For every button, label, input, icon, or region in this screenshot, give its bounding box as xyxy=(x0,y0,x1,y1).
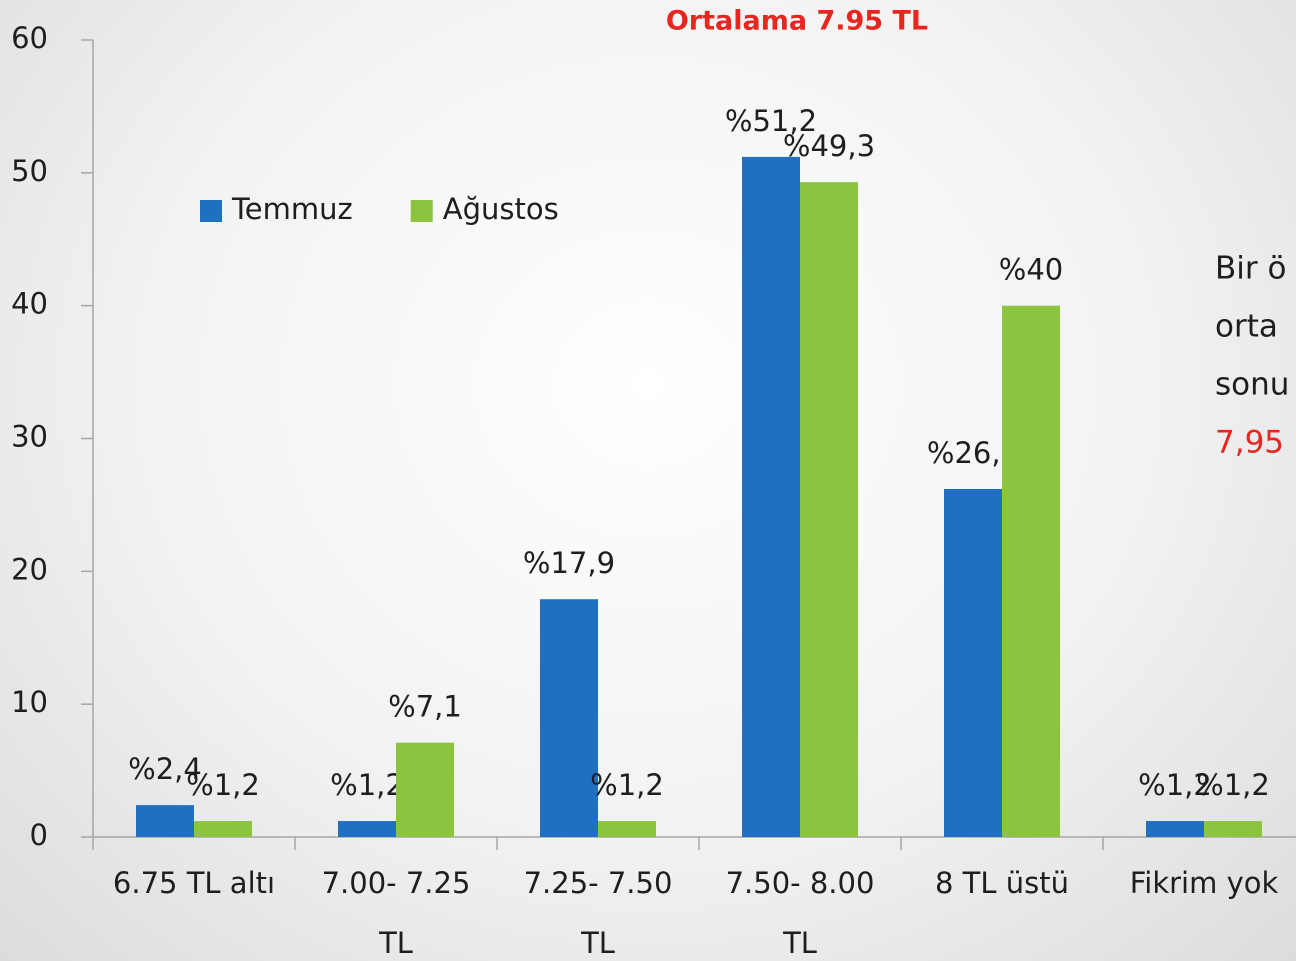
legend-swatch xyxy=(410,200,433,222)
bar xyxy=(944,488,1002,837)
annotation: orta xyxy=(1215,309,1278,345)
data-label: %40 xyxy=(999,253,1063,287)
bar xyxy=(338,821,396,837)
legend-label: Temmuz xyxy=(231,192,353,226)
x-tick-label: Fikrim yok xyxy=(1130,866,1279,900)
data-label: %49,3 xyxy=(783,129,875,163)
y-tick-label: 30 xyxy=(11,420,48,454)
data-label: %7,1 xyxy=(388,690,462,724)
annotation: 7,95 xyxy=(1215,425,1284,461)
bar xyxy=(800,182,858,838)
bar xyxy=(136,805,194,837)
y-tick-label: 10 xyxy=(11,685,48,719)
y-tick-label: 20 xyxy=(11,552,48,586)
legend-swatch xyxy=(200,200,222,222)
y-tick-label: 50 xyxy=(11,154,48,188)
bar xyxy=(1146,821,1204,837)
bar xyxy=(396,742,454,837)
bar xyxy=(598,821,656,837)
data-label: %17,9 xyxy=(523,546,615,580)
bar xyxy=(540,599,598,837)
data-label: %2,4 xyxy=(128,752,202,786)
data-label: %1,2 xyxy=(330,768,404,802)
bar xyxy=(194,821,252,837)
bar xyxy=(742,156,800,838)
bar xyxy=(1204,821,1262,837)
x-tick-label: 7.50- 8.00 TL xyxy=(726,866,875,960)
data-label: %51,2 xyxy=(725,104,817,138)
annotation: Bir ö xyxy=(1215,251,1286,287)
data-label: %1,2 xyxy=(1196,768,1270,802)
x-tick-label: 8 TL üstü xyxy=(935,866,1069,900)
annotation: sonu xyxy=(1215,367,1289,403)
bar xyxy=(1002,305,1060,838)
x-tick-label: 6.75 TL altı xyxy=(113,866,275,900)
data-label: %1,2 xyxy=(1138,768,1212,802)
chart-title: Ortalama 7.95 TL xyxy=(666,6,928,37)
x-tick-label: 7.00- 7.25 TL xyxy=(322,866,471,960)
y-tick-label: 40 xyxy=(11,287,48,321)
legend-label: Ağustos xyxy=(443,192,559,226)
y-tick-label: 0 xyxy=(30,818,48,852)
data-label: %1,2 xyxy=(186,768,260,802)
data-label: %1,2 xyxy=(590,768,664,802)
y-tick-label: 60 xyxy=(11,21,48,55)
x-tick-label: 7.25- 7.50 TL xyxy=(524,866,673,960)
